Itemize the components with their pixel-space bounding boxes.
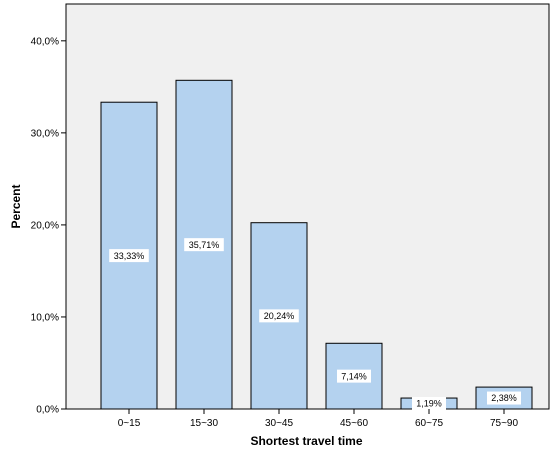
x-tick-label: 30~45 — [265, 418, 294, 429]
x-axis-title: Shortest travel time — [250, 434, 362, 448]
data-label: 33,33% — [114, 251, 145, 261]
data-label-box — [259, 309, 299, 323]
data-label-box — [109, 249, 149, 263]
data-label: 2,38% — [491, 393, 517, 403]
data-label-box — [487, 391, 521, 405]
data-label: 35,71% — [189, 240, 220, 250]
y-tick-label: 30,0% — [31, 128, 59, 139]
y-tick-label: 0,0% — [36, 405, 59, 416]
data-labels-group: 33,33% 35,71% 20,24% 7,14% 1,19% 2,38% — [109, 238, 521, 411]
data-label: 1,19% — [416, 399, 442, 409]
x-tick-label: 15~30 — [190, 418, 219, 429]
data-label-box — [412, 397, 446, 411]
x-axis: 0~15 15~30 30~45 45~60 60~75 75~90 — [118, 409, 519, 429]
data-label: 20,24% — [264, 311, 295, 321]
x-tick-label: 0~15 — [118, 418, 141, 429]
y-tick-label: 10,0% — [31, 312, 59, 323]
data-label-box — [337, 369, 371, 383]
x-tick-label: 45~60 — [340, 418, 369, 429]
y-axis-title: Percent — [9, 184, 23, 228]
y-tick-label: 40,0% — [31, 36, 59, 47]
y-axis: 0,0% 10,0% 20,0% 30,0% 40,0% — [31, 36, 66, 416]
data-label-box — [184, 238, 224, 252]
x-tick-label: 75~90 — [490, 418, 519, 429]
x-tick-label: 60~75 — [415, 418, 444, 429]
y-tick-label: 20,0% — [31, 220, 59, 231]
data-label: 7,14% — [341, 371, 367, 381]
